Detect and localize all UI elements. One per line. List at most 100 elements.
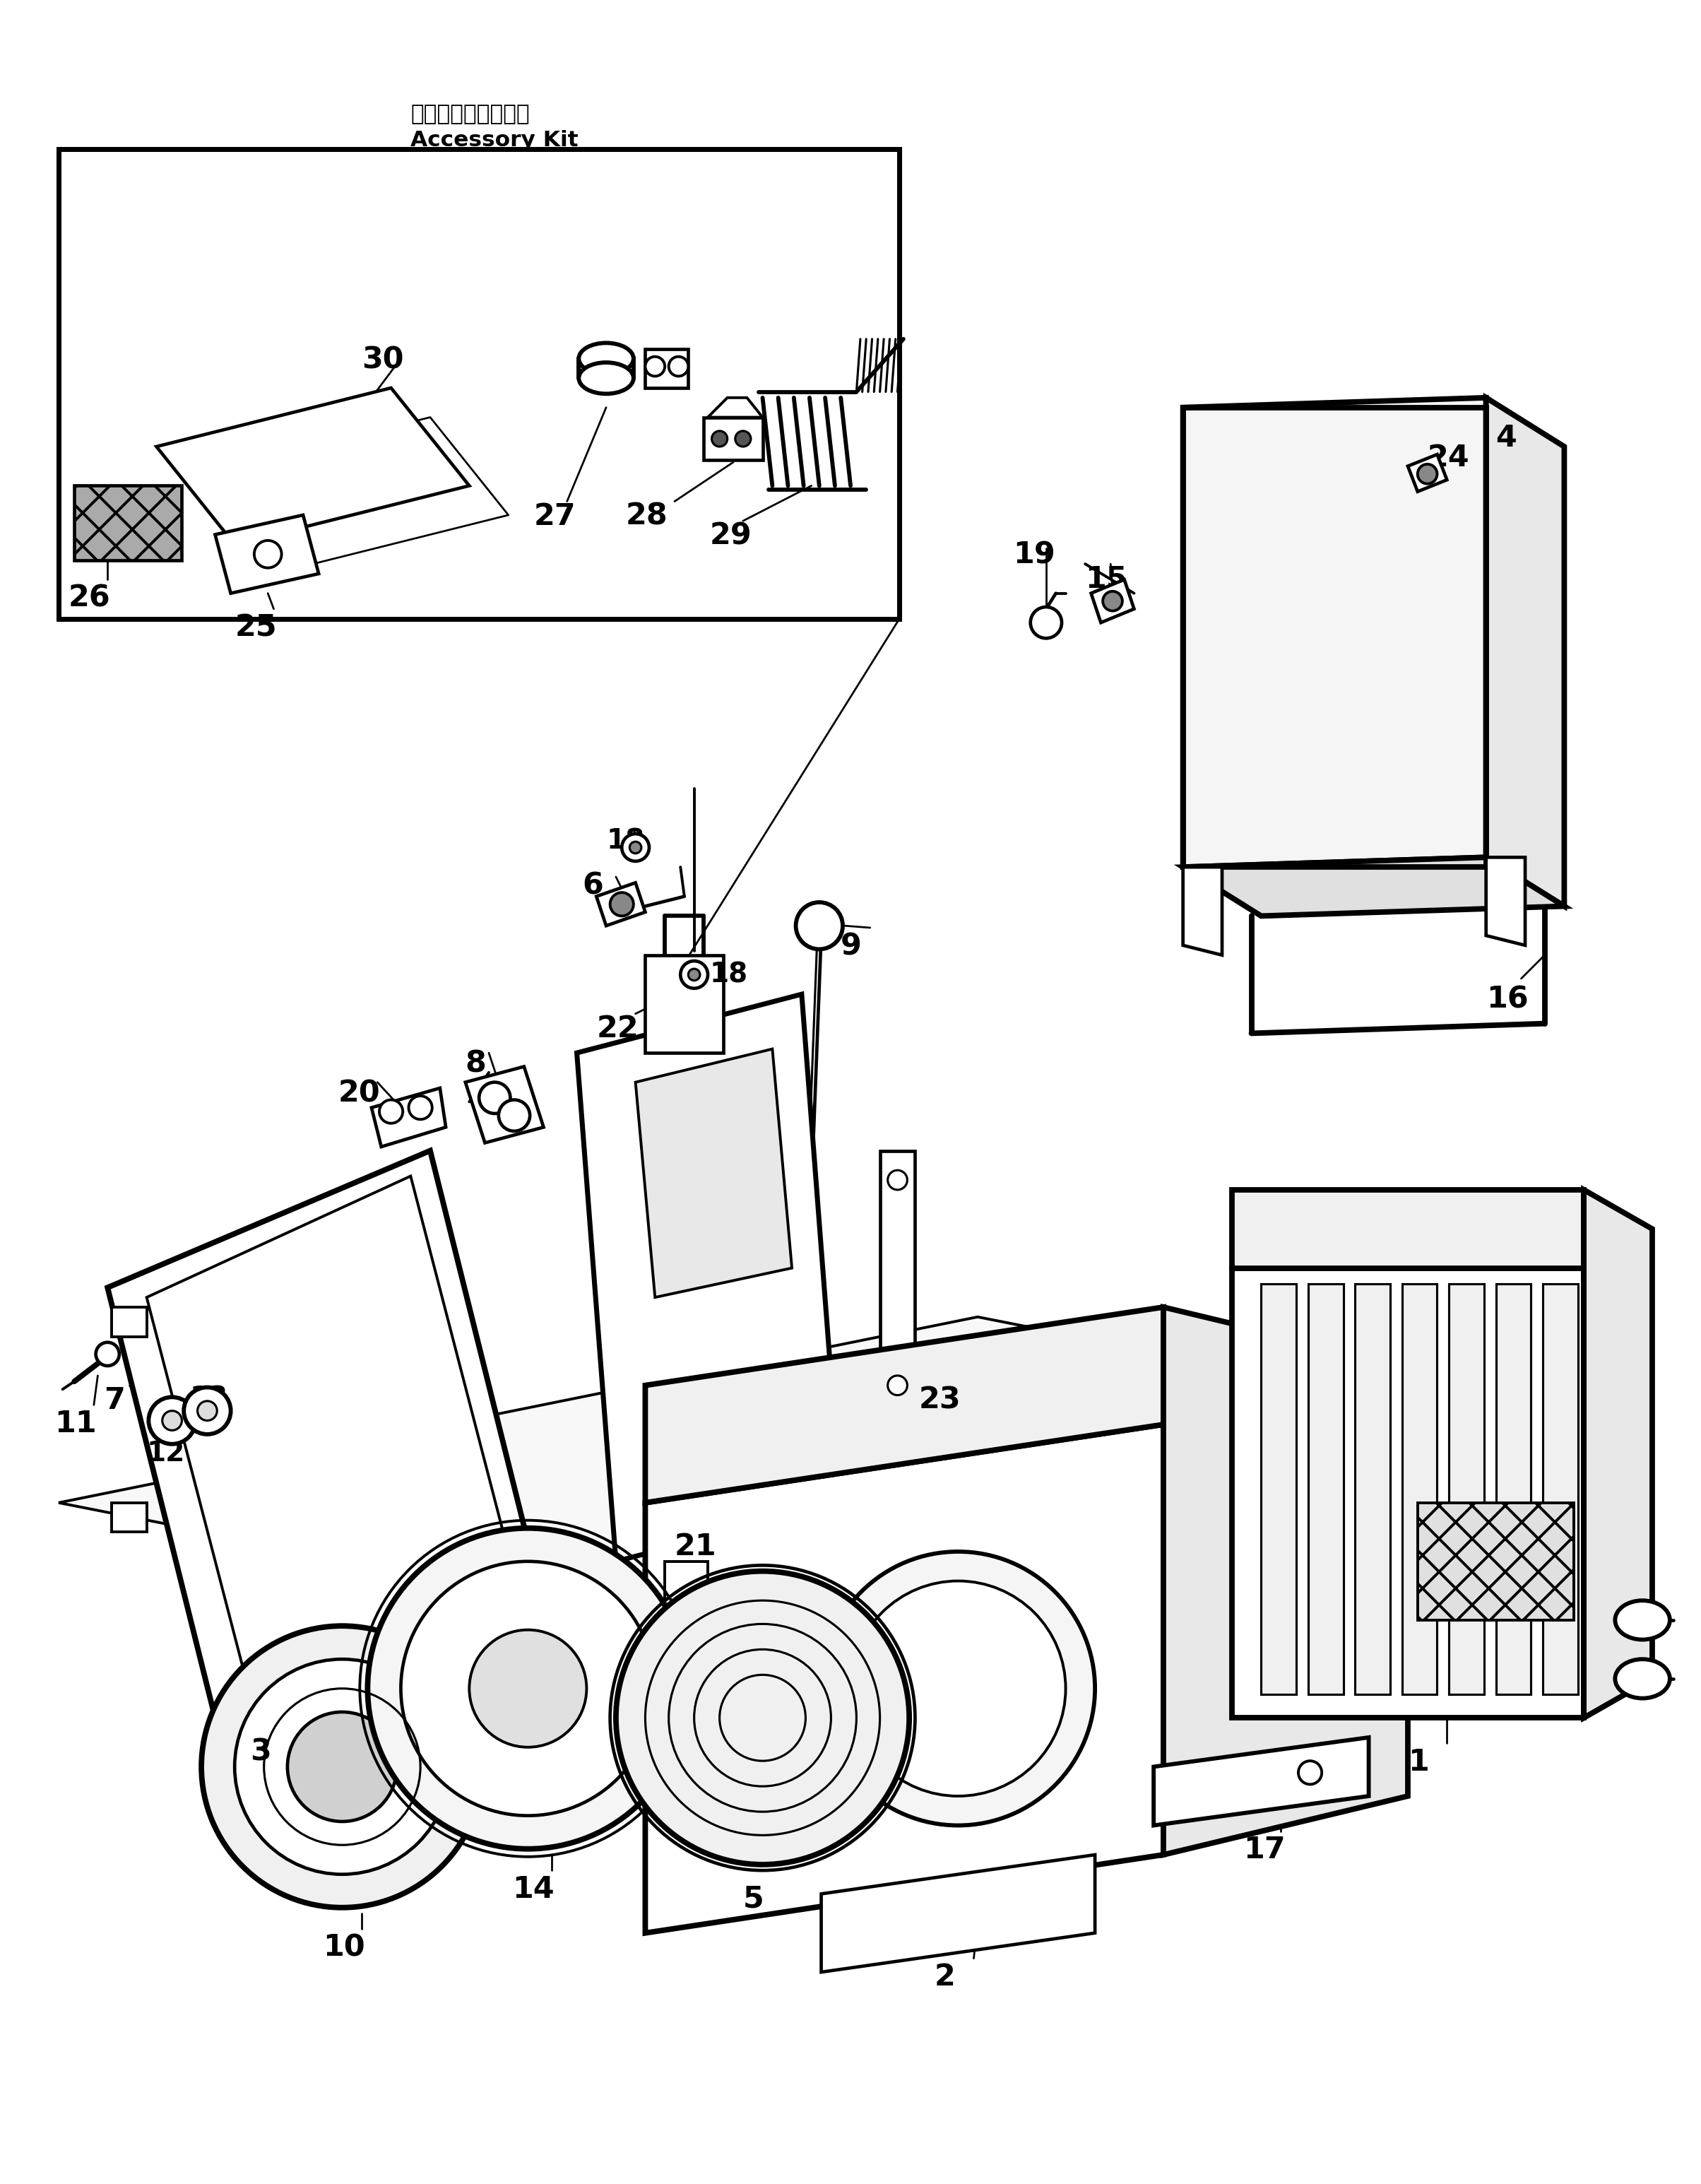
Polygon shape (822, 1854, 1095, 1972)
Bar (1260, 1284, 1296, 1695)
Text: 3: 3 (250, 1738, 270, 1767)
Text: 20: 20 (338, 1079, 381, 1107)
Circle shape (711, 430, 728, 446)
Circle shape (253, 539, 282, 568)
Circle shape (629, 841, 641, 854)
Text: 21: 21 (675, 1531, 716, 1562)
Text: 24: 24 (1427, 443, 1470, 472)
Text: 22: 22 (597, 1013, 638, 1044)
Circle shape (1031, 607, 1061, 638)
Polygon shape (58, 1317, 1623, 1629)
Polygon shape (577, 994, 840, 1562)
Polygon shape (636, 1048, 793, 1297)
Ellipse shape (1614, 1601, 1670, 1640)
Polygon shape (1487, 858, 1526, 946)
Circle shape (689, 970, 699, 981)
Bar (1308, 1284, 1344, 1695)
Polygon shape (1232, 1269, 1584, 1719)
Polygon shape (645, 1424, 1163, 1933)
Circle shape (95, 1343, 119, 1365)
Polygon shape (1232, 1190, 1584, 1269)
Text: 4: 4 (1495, 424, 1517, 452)
Polygon shape (156, 389, 469, 544)
Bar (1356, 1284, 1390, 1695)
Circle shape (888, 1171, 907, 1190)
Bar (1449, 1284, 1483, 1695)
Polygon shape (1487, 397, 1565, 906)
Bar (645, 349, 689, 389)
Text: 16: 16 (1487, 985, 1527, 1013)
Circle shape (1298, 1760, 1322, 1784)
Circle shape (796, 902, 842, 950)
Text: 27: 27 (534, 502, 577, 531)
Circle shape (888, 1376, 907, 1396)
Text: 2: 2 (934, 1963, 956, 1992)
Bar (75, 485, 182, 559)
Text: 10: 10 (323, 1933, 364, 1963)
Bar (1495, 1284, 1531, 1695)
Polygon shape (1163, 1308, 1408, 1854)
Polygon shape (1417, 1503, 1573, 1621)
Text: アクセサリーキット: アクセサリーキット (410, 105, 529, 124)
Text: 18: 18 (606, 828, 645, 854)
Polygon shape (1182, 867, 1221, 954)
Polygon shape (708, 397, 762, 417)
Text: 15: 15 (1085, 563, 1128, 594)
Bar (1182, 408, 1487, 867)
Polygon shape (1182, 858, 1565, 915)
Polygon shape (1408, 454, 1448, 491)
Circle shape (735, 430, 750, 446)
Bar (1543, 1284, 1579, 1695)
Text: 13: 13 (189, 1385, 228, 1413)
Ellipse shape (578, 343, 633, 373)
Polygon shape (1153, 1738, 1369, 1826)
Polygon shape (1182, 397, 1487, 867)
Polygon shape (371, 1088, 446, 1147)
Polygon shape (214, 515, 318, 594)
Circle shape (367, 1529, 689, 1850)
Text: 1: 1 (1408, 1747, 1429, 1778)
Bar (704, 417, 762, 461)
Circle shape (235, 1660, 449, 1874)
Circle shape (623, 834, 650, 860)
Text: 17: 17 (1243, 1835, 1286, 1865)
Circle shape (379, 1101, 403, 1123)
Circle shape (850, 1581, 1065, 1795)
Text: Accessory Kit: Accessory Kit (410, 129, 578, 151)
Polygon shape (597, 882, 645, 926)
Ellipse shape (1614, 1660, 1670, 1699)
Text: 7: 7 (104, 1385, 124, 1415)
Text: 26: 26 (68, 583, 111, 614)
Polygon shape (107, 1151, 538, 1719)
Text: 30: 30 (362, 345, 403, 376)
Bar (665, 1562, 708, 1669)
Circle shape (616, 1570, 908, 1865)
Circle shape (197, 1400, 218, 1420)
Circle shape (469, 1629, 587, 1747)
Circle shape (401, 1562, 655, 1815)
Text: 8: 8 (466, 1048, 486, 1079)
Circle shape (645, 356, 665, 376)
Circle shape (287, 1712, 396, 1821)
Text: 28: 28 (626, 502, 668, 531)
Bar (112, 1503, 146, 1531)
Circle shape (162, 1411, 182, 1431)
Text: 11: 11 (54, 1409, 97, 1439)
Text: 29: 29 (709, 522, 752, 550)
Text: 19: 19 (1012, 539, 1055, 570)
Bar (879, 1151, 915, 1404)
Circle shape (201, 1625, 483, 1907)
Polygon shape (466, 1066, 544, 1142)
Circle shape (1102, 592, 1123, 612)
Polygon shape (645, 1308, 1163, 1503)
Bar (1402, 1284, 1437, 1695)
Circle shape (1417, 465, 1437, 483)
Text: 25: 25 (235, 614, 277, 642)
Circle shape (408, 1096, 432, 1120)
Circle shape (668, 356, 689, 376)
Polygon shape (146, 1177, 512, 1688)
Circle shape (611, 893, 633, 915)
Circle shape (498, 1101, 529, 1131)
Bar (112, 1308, 146, 1337)
Bar (645, 954, 723, 1053)
